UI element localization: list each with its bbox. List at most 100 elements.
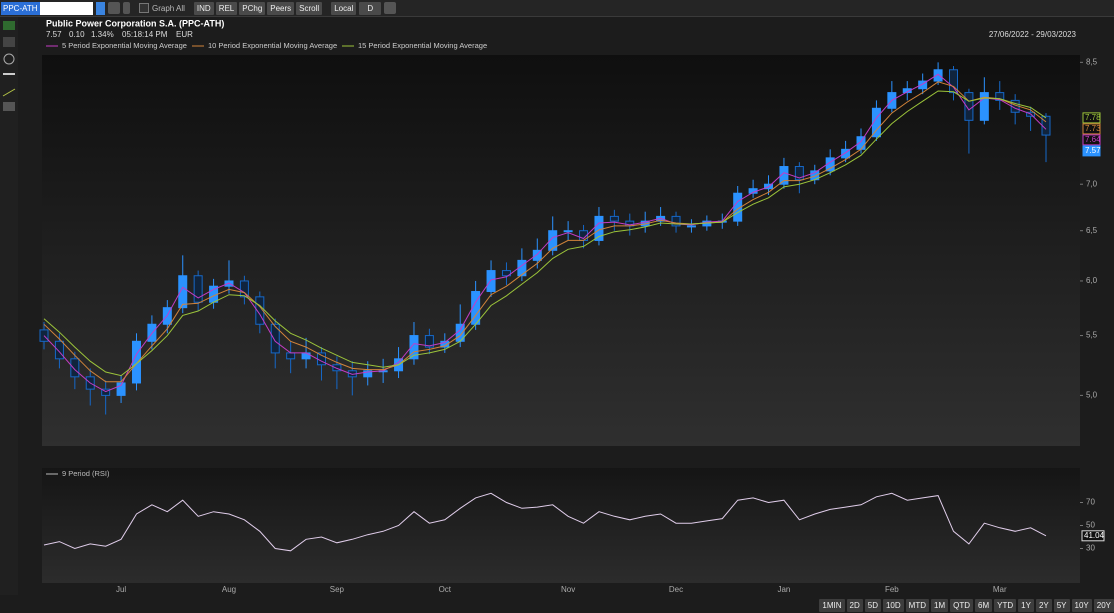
y-tick-label: 50 bbox=[1086, 521, 1095, 530]
ema-line bbox=[43, 81, 1047, 383]
x-tick-label: Nov bbox=[561, 585, 575, 594]
legend-label: 10 Period Exponential Moving Average bbox=[208, 41, 337, 50]
last-value-label: 7.64 bbox=[1085, 135, 1101, 144]
period-button[interactable]: 6M bbox=[975, 598, 993, 612]
toolbar-button[interactable]: REL bbox=[215, 1, 238, 15]
legend-label: 9 Period (RSI) bbox=[62, 469, 110, 478]
graph-all-label: Graph All bbox=[152, 3, 185, 13]
ema-line bbox=[43, 90, 1047, 377]
period-button[interactable]: 2Y bbox=[1035, 598, 1052, 612]
search-dropdown[interactable] bbox=[123, 2, 130, 14]
candle-body bbox=[301, 352, 311, 360]
last-value-box bbox=[1082, 112, 1101, 124]
y-tick-label: 7,0 bbox=[1086, 179, 1098, 188]
period-button[interactable]: 10D bbox=[882, 598, 904, 612]
price-change: 0.10 bbox=[69, 30, 85, 39]
candle-body bbox=[54, 340, 64, 360]
period-button[interactable]: YTD bbox=[994, 598, 1017, 612]
candle-body bbox=[39, 329, 49, 342]
x-tick-label: Jul bbox=[116, 585, 126, 594]
y-tick-label: 5,0 bbox=[1086, 390, 1098, 399]
candle-body bbox=[532, 249, 542, 261]
candle-body bbox=[563, 230, 573, 233]
period-button[interactable]: 5Y bbox=[1053, 598, 1070, 612]
period-button[interactable]: 2D bbox=[846, 598, 863, 612]
candle-body bbox=[501, 270, 511, 277]
candle-body bbox=[178, 275, 188, 309]
ema-line bbox=[43, 73, 1047, 393]
candle-body bbox=[239, 280, 249, 298]
symbol-input[interactable]: PPC-ATH bbox=[1, 1, 93, 15]
candle-body bbox=[548, 230, 558, 251]
last-value-box bbox=[1082, 123, 1101, 135]
period-button[interactable]: 10Y bbox=[1071, 598, 1092, 612]
graph-all-checkbox[interactable] bbox=[139, 3, 149, 13]
sidebar bbox=[0, 17, 18, 595]
y-tick-label: 30 bbox=[1086, 544, 1095, 553]
candle-body bbox=[332, 364, 342, 372]
x-tick-label: Oct bbox=[439, 585, 452, 594]
symbol-dropdown[interactable] bbox=[96, 1, 105, 15]
sidebar-icon[interactable] bbox=[3, 21, 15, 30]
candle-body bbox=[995, 92, 1005, 101]
candle-body bbox=[686, 225, 696, 228]
quote-time: 05:18:14 PM bbox=[122, 30, 168, 39]
period-button[interactable]: 1M bbox=[931, 598, 949, 612]
candle-body bbox=[440, 340, 450, 348]
toolbar-button[interactable]: Peers bbox=[267, 1, 295, 15]
period-button[interactable]: MTD bbox=[905, 598, 929, 612]
search-button[interactable] bbox=[108, 2, 120, 14]
toolbar-button[interactable]: Scroll bbox=[296, 1, 323, 15]
toolbar-button[interactable]: PChg bbox=[239, 1, 266, 15]
last-value-box bbox=[1081, 530, 1105, 542]
sidebar-icon[interactable] bbox=[3, 102, 15, 111]
period-button[interactable]: 1MIN bbox=[819, 598, 845, 612]
x-tick-label: Aug bbox=[222, 585, 236, 594]
candle-body bbox=[486, 270, 496, 293]
last-value-label: 41.04 bbox=[1084, 531, 1105, 540]
period-button[interactable]: 5D bbox=[864, 598, 881, 612]
candle-body bbox=[856, 136, 866, 150]
sidebar-icon[interactable] bbox=[3, 37, 15, 47]
candle-body bbox=[902, 88, 912, 94]
price-panel bbox=[42, 55, 1080, 446]
candle-body bbox=[794, 166, 804, 181]
last-value-label: 7.78 bbox=[1085, 113, 1101, 122]
y-tick-label: 6,0 bbox=[1086, 276, 1098, 285]
sidebar-icon[interactable] bbox=[3, 73, 15, 75]
toolbar-button[interactable]: IND bbox=[193, 1, 214, 15]
candle-body bbox=[131, 340, 141, 384]
sidebar-icon[interactable] bbox=[2, 88, 16, 97]
x-tick-label: Jan bbox=[777, 585, 790, 594]
period-button[interactable]: 1Y bbox=[1018, 598, 1034, 612]
candle-body bbox=[609, 215, 619, 222]
last-price: 7.57 bbox=[46, 30, 62, 39]
y-tick-label: 5,5 bbox=[1086, 331, 1098, 340]
settings-button[interactable] bbox=[384, 2, 397, 14]
y-tick-label: 8,5 bbox=[1086, 57, 1098, 66]
candle-body bbox=[424, 335, 434, 348]
symbol-text: PPC-ATH bbox=[1, 1, 40, 15]
rsi-line bbox=[43, 492, 1047, 552]
x-tick-label: Sep bbox=[330, 585, 345, 594]
candle-body bbox=[116, 382, 126, 396]
period-button[interactable]: QTD bbox=[950, 598, 974, 612]
candle-body bbox=[979, 92, 989, 121]
candle-body bbox=[841, 148, 851, 159]
period-button[interactable]: 20Y bbox=[1093, 598, 1114, 612]
x-tick-label: Feb bbox=[885, 585, 899, 594]
x-tick-label: Mar bbox=[993, 585, 1007, 594]
candle-body bbox=[363, 370, 373, 378]
currency: EUR bbox=[176, 30, 193, 39]
candle-body bbox=[409, 335, 419, 360]
currency-mode-button[interactable]: Local bbox=[331, 1, 357, 15]
legend-label: 5 Period Exponential Moving Average bbox=[62, 41, 187, 50]
y-tick-label: 70 bbox=[1086, 498, 1095, 507]
candle-body bbox=[671, 215, 681, 227]
sidebar-icon[interactable] bbox=[3, 53, 15, 65]
last-value-box bbox=[1082, 134, 1101, 146]
period-button[interactable]: D bbox=[359, 1, 382, 15]
last-value-label: 7.57 bbox=[1085, 146, 1101, 155]
